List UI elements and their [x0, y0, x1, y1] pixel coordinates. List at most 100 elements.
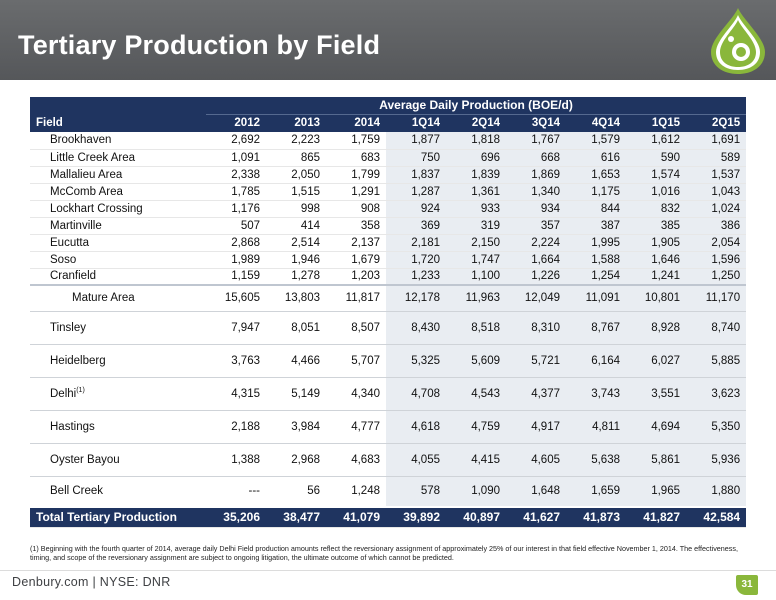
value-cell: 1,965 — [626, 476, 686, 507]
value-cell: 1,340 — [506, 183, 566, 201]
value-cell: 5,861 — [626, 443, 686, 477]
value-cell: 11,170 — [686, 285, 747, 312]
value-cell: 5,149 — [266, 377, 326, 411]
column-header: 4Q14 — [566, 114, 626, 132]
field-name: McComb Area — [50, 185, 123, 198]
field-name-cell: Eucutta — [30, 234, 206, 252]
value-cell: 8,928 — [626, 311, 686, 345]
value-cell: 56 — [307, 485, 320, 498]
table-row: McComb Area 1,785 1,515 1,291 1,287 1,361 1,34… — [30, 183, 747, 201]
value-cell: 1,880 — [686, 476, 747, 507]
value-cell: 1,588 — [566, 251, 626, 269]
value-cell: 1,679 — [326, 251, 386, 269]
table-row: Soso 1,989 1,946 1,679 1,720 1,747 1,664 1,588 1… — [30, 251, 747, 269]
table-row: Little Creek Area 1,091 865 683 750 696 668 616… — [30, 149, 747, 167]
field-name-cell: Bell Creek — [30, 476, 206, 507]
value-cell: 2,868 — [206, 234, 266, 252]
value-cell: 385 — [626, 217, 686, 235]
field-name-cell: Mallalieu Area — [30, 166, 206, 184]
value-cell: 4,811 — [566, 410, 626, 444]
slide-header: Tertiary Production by Field — [0, 0, 776, 80]
group-header-label: Average Daily Production (BOE/d) — [206, 97, 747, 115]
field-name: Bell Creek — [50, 485, 104, 498]
value-cell: 1,203 — [326, 268, 386, 286]
footnote: (1) Beginning with the fourth quarter of… — [30, 544, 738, 562]
value-cell: 1,233 — [386, 268, 446, 286]
value-cell: 4,340 — [326, 377, 386, 411]
value-cell: 2,338 — [206, 166, 266, 184]
value-cell: 12,049 — [506, 285, 566, 312]
column-header: 2014 — [326, 114, 386, 132]
value-cell: 41,079 — [326, 506, 386, 528]
field-name-cell: Martinville — [30, 217, 206, 235]
value-cell: 2,514 — [266, 234, 326, 252]
value-cell: 844 — [566, 200, 626, 218]
value-cell: 35,206 — [206, 506, 266, 528]
value-cell: 1,278 — [266, 268, 326, 286]
value-cell: 1,989 — [206, 251, 266, 269]
value-cell: 8,507 — [326, 311, 386, 345]
value-cell: 933 — [446, 200, 506, 218]
value-cell: 1,839 — [446, 166, 506, 184]
column-header: 1Q14 — [386, 114, 446, 132]
value-cell: 1,175 — [566, 183, 626, 201]
table-row: Mallalieu Area 2,338 2,050 1,799 1,837 1,839 1… — [30, 166, 747, 184]
value-cell: 1,250 — [686, 268, 747, 286]
table-row: Oyster Bayou 1,388 2,968 4,683 4,055 4,415 4,6… — [30, 443, 747, 477]
field-name-cell: Tinsley — [30, 311, 206, 345]
value-cell: 3,551 — [626, 377, 686, 411]
value-cell: 1,785 — [206, 183, 266, 201]
table-row: Martinville 507 414 358 369 319 357 387 385 386 — [30, 217, 747, 235]
value-cell: 1,579 — [566, 132, 626, 150]
field-name-cell: Lockhart Crossing — [30, 200, 206, 218]
footer-divider — [0, 570, 776, 571]
value-cell: 11,963 — [446, 285, 506, 312]
value-cell: 5,721 — [506, 344, 566, 378]
value-cell: 7,947 — [206, 311, 266, 345]
table-row: Cranfield 1,159 1,278 1,203 1,233 1,100 1,226 1… — [30, 268, 747, 286]
value-cell: 1,241 — [626, 268, 686, 286]
value-cell: 10,801 — [626, 285, 686, 312]
value-cell: 1,090 — [446, 476, 506, 507]
value-cell: 4,694 — [626, 410, 686, 444]
value-cell: 8,767 — [566, 311, 626, 345]
value-cell: 924 — [386, 200, 446, 218]
column-header: 2012 — [206, 114, 266, 132]
field-name: Oyster Bayou — [50, 453, 120, 466]
value-cell: 2,223 — [266, 132, 326, 150]
value-cell: 41,627 — [506, 506, 566, 528]
value-cell: 4,315 — [206, 377, 266, 411]
value-cell: 1,248 — [351, 485, 380, 498]
value-cell: 15,605 — [206, 285, 266, 312]
value-cell: 750 — [386, 149, 446, 167]
value-cell: 908 — [326, 200, 386, 218]
value-cell: 4,543 — [446, 377, 506, 411]
value-cell: 40,897 — [446, 506, 506, 528]
value-cell: 668 — [506, 149, 566, 167]
value-cell: 1,537 — [686, 166, 747, 184]
value-cell: 5,936 — [686, 443, 747, 477]
field-name: Lockhart Crossing — [50, 202, 143, 215]
denbury-drop-logo-icon — [711, 8, 765, 74]
value-cell: 1,646 — [626, 251, 686, 269]
table-row: Lockhart Crossing 1,176 998 908 924 933 934 844… — [30, 200, 747, 218]
footnote-marker: (1) — [76, 387, 85, 395]
value-cell: 12,178 — [386, 285, 446, 312]
column-header: 2Q15 — [686, 114, 747, 132]
value-cell: 4,759 — [446, 410, 506, 444]
table-row: Eucutta 2,868 2,514 2,137 2,181 2,150 2,224 1,9… — [30, 234, 747, 252]
value-cell: 590 — [626, 149, 686, 167]
value-cell: 1,388 — [206, 443, 266, 477]
value-cell: 1,176 — [206, 200, 266, 218]
field-name-cell: Brookhaven — [30, 132, 206, 150]
column-header: 2Q14 — [446, 114, 506, 132]
field-name-cell: Heidelberg — [30, 344, 206, 378]
field-name: Brookhaven — [50, 134, 112, 147]
value-cell: 5,707 — [326, 344, 386, 378]
column-header: 3Q14 — [506, 114, 566, 132]
value-cell: 3,984 — [266, 410, 326, 444]
value-cell: 5,350 — [686, 410, 747, 444]
value-cell: 4,618 — [386, 410, 446, 444]
field-column-header: Field — [30, 114, 206, 132]
column-header-row: Field 2012 2013 2014 1Q14 2Q14 3Q14 4Q14 1Q15 2Q… — [30, 114, 747, 132]
